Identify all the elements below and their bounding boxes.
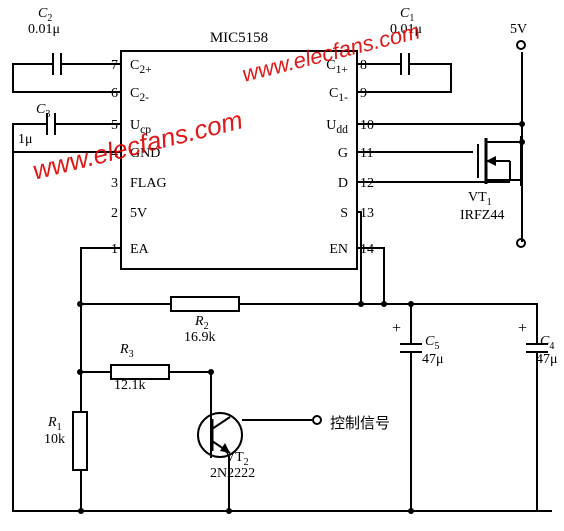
node [519,139,525,145]
c3-val: 1μ [18,132,33,148]
pin-name: S [340,206,348,222]
node [408,508,414,514]
wire [80,247,82,305]
wire [80,471,82,510]
wire [410,353,412,510]
pin-num: 9 [360,86,376,102]
wire [62,63,120,65]
wire [358,123,522,125]
node [519,121,525,127]
wire [80,303,82,373]
wire [80,371,82,411]
vin-terminal [516,40,526,50]
wire [536,353,538,512]
out-terminal [516,238,526,248]
r1 [72,411,88,471]
pin-num: 8 [360,58,376,74]
c4-val: 47μ [536,352,558,368]
c2-val: 0.01μ [28,22,60,38]
pin-name: D [338,176,348,192]
pin-num: 5 [102,118,118,134]
ic-mic5158: MIC5158 7 C2+ 6 C2- 5 Ucp 4 GND 3 FLAG 2… [120,50,358,270]
wire [358,151,473,153]
cap-plate [400,53,402,75]
r1-val: 10k [44,432,65,448]
wire [358,247,383,249]
wire [12,123,46,125]
r2-val: 16.9k [184,330,216,346]
wire [358,91,452,93]
node [381,301,387,307]
pin-num: 1 [102,242,118,258]
wire [521,182,523,242]
pin-num: 11 [360,146,376,162]
wire [56,123,120,125]
wire [450,63,452,93]
pin-name: C2- [130,86,149,104]
c3-ref: C3 [36,102,50,120]
pin-num: 3 [102,176,118,192]
wire [12,63,14,93]
vt2-val: 2N2222 [210,466,255,482]
node [208,369,214,375]
r1-ref: R1 [48,415,62,433]
wire [240,303,360,305]
wire [80,303,170,305]
wire [358,63,400,65]
wire [12,91,120,93]
vin-label: 5V [510,22,527,38]
pin-name: C1- [329,86,348,104]
pin-name: EN [329,242,348,258]
wire [536,510,552,512]
pin-num: 2 [102,206,118,222]
cap-plate [46,113,48,135]
ctrl-terminal [312,415,322,425]
wire [536,303,538,343]
pin-num: 6 [102,86,118,102]
r3-val: 12.1k [114,378,146,394]
cap-plate [52,53,54,75]
pin-num: 7 [102,58,118,74]
wire [12,510,552,512]
c4-ref: C4 [540,334,554,352]
wire [242,419,312,421]
pin-name: G [338,146,348,162]
wire [12,151,14,510]
wire [410,63,450,65]
cap-plate [400,343,422,345]
vt1-ref: VT1 [468,190,492,208]
c4-plus: + [518,320,527,338]
wire [80,247,120,249]
pin-name: 5V [130,206,147,222]
wire [383,247,385,305]
wire [360,211,362,305]
c5-plus: + [392,320,401,338]
r2 [170,296,240,312]
wire [12,63,52,65]
r3-ref: R3 [120,342,134,360]
c5-ref: C5 [425,334,439,352]
ctrl-label: 控制信号 [330,412,390,433]
pin-num: 13 [360,206,376,222]
vt1-val: IRFZ44 [460,208,504,224]
wire [80,371,110,373]
pin-num: 12 [360,176,376,192]
pin-name: Udd [326,118,348,136]
circuit-canvas: MIC5158 7 C2+ 6 C2- 5 Ucp 4 GND 3 FLAG 2… [0,0,564,531]
wire [170,371,210,373]
pin-name: EA [130,242,149,258]
pin-name: C2+ [130,58,152,76]
wire [12,123,14,152]
wire [358,181,510,183]
c5-val: 47μ [422,352,444,368]
pin-name: FLAG [130,176,167,192]
wire [410,303,412,343]
pin-num: 10 [360,118,376,134]
pin-num: 14 [360,242,376,258]
